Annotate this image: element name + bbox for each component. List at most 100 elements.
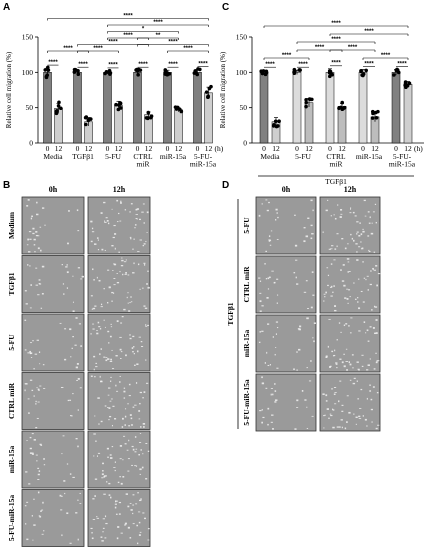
cell-speck [144,264,146,266]
cell-speck [355,423,357,425]
cell-speck [145,478,148,480]
cell-speck [365,278,367,281]
data-point [396,70,401,75]
data-point [136,73,140,77]
cell-speck [112,405,115,407]
data-point [74,68,78,72]
panel-letter-a: A [3,2,10,13]
cell-speck [328,318,331,320]
time-label: 12 [404,144,412,153]
cell-speck [92,268,94,271]
cell-speck [110,398,113,400]
cell-speck [102,462,104,465]
panel-letter-d: D [222,180,229,191]
cell-speck [123,397,126,399]
time-label: 0 [328,144,332,153]
cell-speck [35,284,39,286]
data-point [292,69,297,74]
cell-speck [93,455,95,457]
significance-label: **** [123,33,133,39]
cell-speck [32,539,34,541]
cell-speck [339,358,342,360]
cell-speck [372,211,375,213]
cell-speck [104,221,107,223]
cell-speck [125,493,129,495]
time-label: 0 [394,144,398,153]
cell-speck [132,406,135,408]
significance-label: **** [397,61,407,67]
micrograph-image [319,314,381,373]
cell-speck [258,214,261,217]
cell-speck [37,247,40,250]
cell-speck [32,232,35,235]
y-tick-label: 150 [236,33,248,42]
cell-speck [70,356,72,358]
micrograph-image [319,196,381,255]
cell-speck [259,292,262,294]
group-label: TGFβ1 [72,152,94,161]
cell-speck [122,476,125,478]
data-point [407,81,412,86]
cell-speck [123,390,126,393]
cell-speck [29,265,31,267]
cell-speck [37,401,40,403]
cell-speck [113,263,117,266]
cell-speck [90,527,93,530]
cell-speck [120,200,122,203]
cell-speck [325,291,327,294]
cell-speck [96,516,98,518]
y-tick-label: 0 [29,139,33,148]
cell-speck [66,287,69,289]
cell-speck [141,466,144,469]
cell-speck [130,203,133,205]
cell-speck [306,317,309,320]
cell-speck [267,364,270,367]
cell-speck [97,249,100,251]
cell-speck [33,395,35,397]
cell-speck [127,458,130,460]
cell-speck [327,274,330,277]
cell-speck [136,363,139,366]
cell-speck [103,475,106,478]
cell-speck [100,212,103,214]
cell-speck [311,271,314,273]
cell-speck [124,273,127,275]
cell-speck [362,415,364,417]
cell-speck [330,414,333,417]
significance-label: **** [108,63,118,69]
cell-speck [274,353,276,356]
significance-label: **** [123,13,133,19]
cell-speck [39,226,42,228]
micrograph-image [21,313,85,372]
cell-speck [62,283,65,285]
cell-speck [121,426,124,428]
cell-speck [340,331,342,333]
cell-speck [27,199,30,201]
cell-speck [346,369,348,371]
cell-speck [369,358,371,360]
cell-speck [145,324,147,326]
cell-speck [67,242,69,245]
cell-speck [265,199,268,201]
cell-speck [117,526,120,528]
cell-speck [312,337,314,339]
cell-speck [65,266,68,268]
row-label: 5-FU [7,334,16,351]
cell-speck [264,362,266,364]
cell-speck [26,440,28,442]
cell-speck [340,213,343,215]
cell-speck [120,482,123,485]
cell-speck [124,415,127,418]
cell-speck [137,492,139,494]
cell-speck [43,464,46,466]
row-label: Medium [7,211,16,239]
cell-speck [100,303,103,306]
significance-label: **** [93,46,103,52]
cell-speck [372,386,375,388]
data-point [54,111,59,116]
cell-speck [79,387,82,389]
cell-speck [121,257,123,259]
time-label: 12 [371,144,379,153]
cell-speck [363,277,366,279]
cell-speck [352,367,354,369]
